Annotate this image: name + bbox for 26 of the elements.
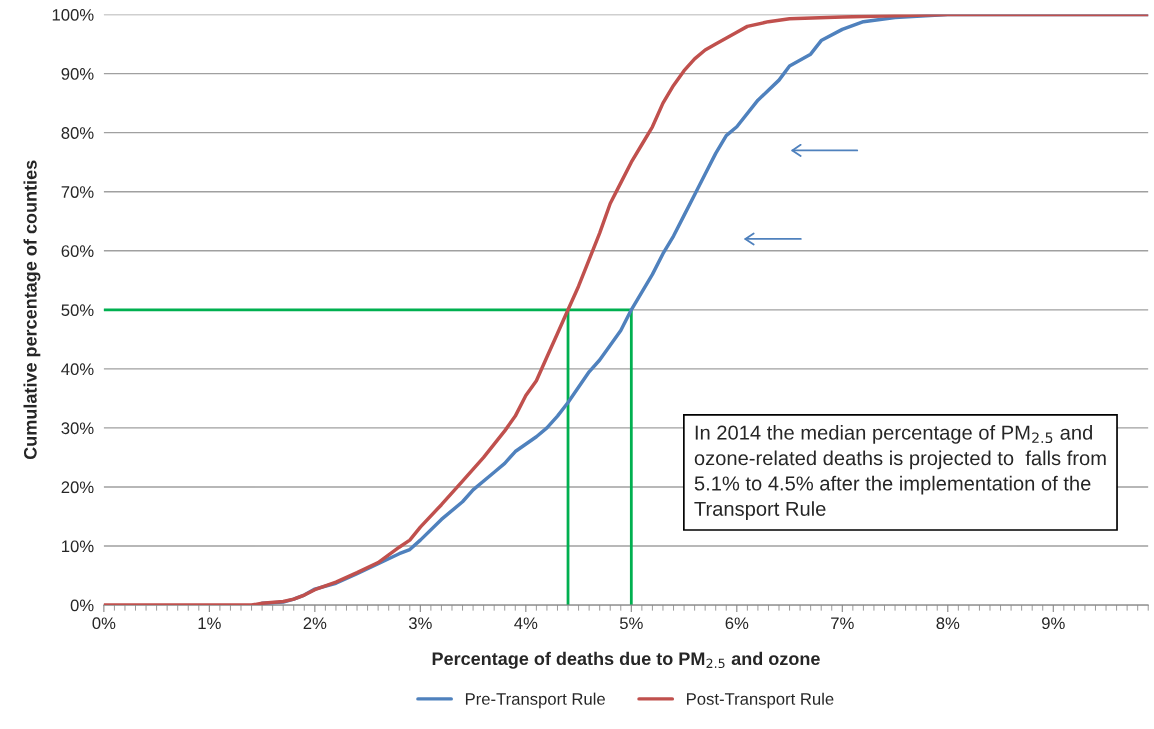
y-tick-label: 60% bbox=[61, 245, 94, 257]
legend-label: Pre-Transport Rule bbox=[465, 692, 605, 709]
x-tick-label: 7% bbox=[831, 617, 854, 630]
x-tick-label: 5% bbox=[619, 617, 643, 630]
x-tick-label: 3% bbox=[408, 617, 432, 630]
x-tick-label: 9% bbox=[1042, 617, 1065, 630]
y-axis-title: Cumulative percentage of counties bbox=[23, 160, 41, 460]
y-tick-label: 80% bbox=[61, 127, 94, 139]
y-tick-label: 30% bbox=[61, 422, 94, 435]
y-tick-label: 100% bbox=[52, 8, 94, 21]
y-tick-label: 0% bbox=[70, 599, 94, 612]
y-tick-label: 70% bbox=[61, 186, 94, 198]
x-tick-label: 6% bbox=[725, 617, 749, 630]
x-tick-label: 8% bbox=[936, 617, 960, 630]
y-tick-label: 50% bbox=[61, 304, 94, 317]
y-tick-label: 90% bbox=[61, 68, 94, 80]
x-tick-label: 2% bbox=[303, 617, 327, 630]
x-tick-label: 0% bbox=[92, 617, 116, 630]
x-tick-label: 1% bbox=[198, 617, 221, 630]
y-tick-label: 40% bbox=[61, 363, 94, 376]
y-tick-label: 10% bbox=[62, 540, 94, 553]
x-axis-title: Percentage of deaths due to PM$_{2.5}$ and ozone bbox=[432, 651, 820, 669]
y-tick-label: 20% bbox=[61, 481, 94, 494]
annotation: In 2014 the median percentage of PM$_{2.5}$ and ozone-related deaths is projected to falls from 5.1% to 4.5% after the implementation of the Transport Rule bbox=[694, 424, 1106, 520]
legend-label: Post-Transport Rule bbox=[687, 692, 834, 709]
x-tick-label: 4% bbox=[514, 617, 538, 630]
